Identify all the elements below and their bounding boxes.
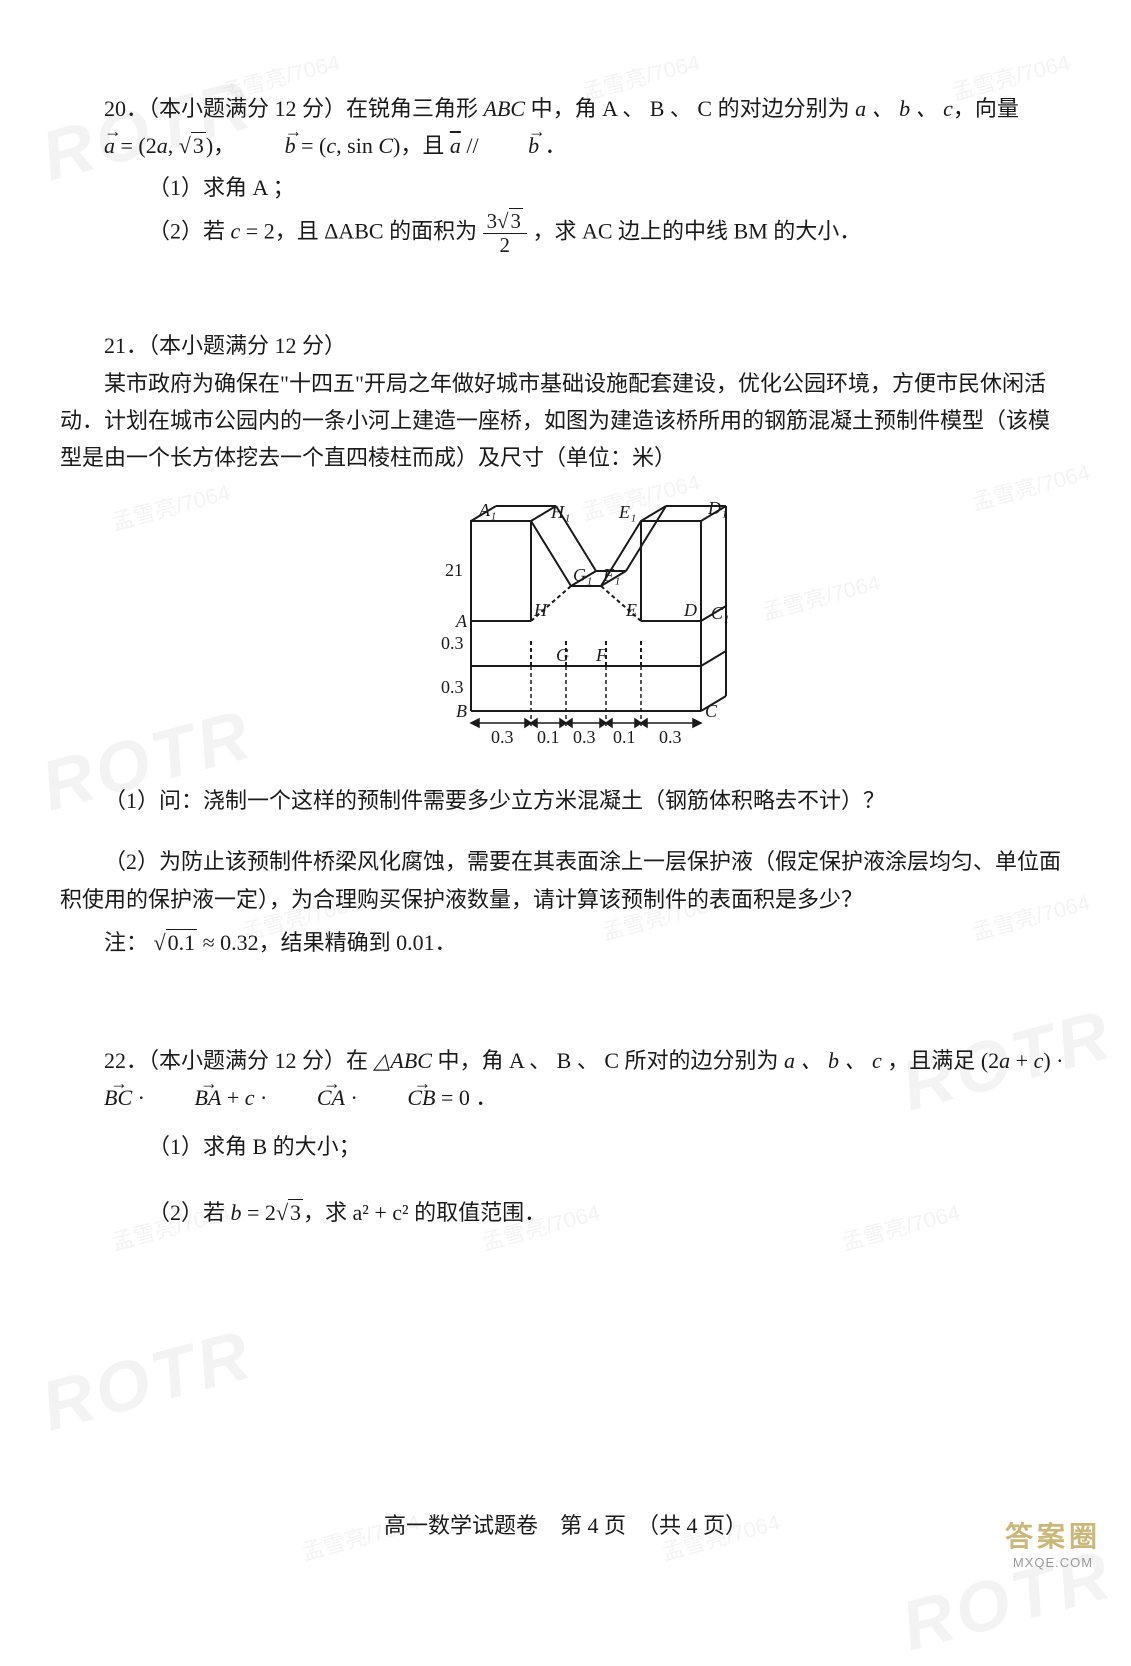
svg-text:H₁: H₁ — [550, 502, 570, 522]
p20-part1: （1）求角 A ； — [148, 169, 1071, 206]
svg-text:A₁: A₁ — [478, 500, 496, 520]
p21-note-end: ，结果精确到 0.01． — [259, 930, 457, 955]
svg-text:G: G — [556, 645, 569, 665]
svg-text:D₁: D₁ — [707, 498, 727, 518]
p21-part1: （1）问：浇制一个这样的预制件需要多少立方米混凝土（钢筋体积略去不计）？ — [60, 782, 1071, 819]
p20-fraction: 33 2 — [483, 210, 527, 257]
p21-header: 21．（本小题满分 12 分） — [60, 327, 1071, 364]
p20-part2-mid: ，且 ΔABC 的面积为 — [275, 219, 483, 244]
p20-part2-pre: （2）若 — [148, 219, 231, 244]
p22-part2-pre: （2）若 — [148, 1200, 231, 1225]
corner-logo: 答案圈 MXQE.COM — [1005, 1515, 1101, 1570]
svg-text:21: 21 — [445, 560, 463, 580]
p22-sides: a 、 b 、 c — [784, 1048, 887, 1073]
problem-22: 22．（本小题满分 12 分）在 △ABC 中，角 A 、 B 、 C 所对的边… — [60, 1042, 1071, 1232]
svg-text:0.3: 0.3 — [441, 633, 464, 653]
svg-text:B: B — [456, 701, 467, 721]
svg-text:0.3: 0.3 — [573, 727, 596, 747]
p22-and: ，且满足 — [887, 1048, 981, 1073]
svg-text:H: H — [533, 600, 548, 620]
p22-part2: （2）若 b = 23，求 a² + c² 的取值范围． — [148, 1194, 1071, 1231]
p22-stem: 22．（本小题满分 12 分）在 △ABC 中，角 A 、 B 、 C 所对的边… — [60, 1042, 1071, 1117]
svg-text:G₁: G₁ — [573, 565, 592, 585]
svg-text:D: D — [683, 600, 697, 620]
problem-20-stem: 20．（本小题满分 12 分）在锐角三角形 ABC 中，角 A 、 B 、 C … — [60, 90, 1071, 165]
p21-note: 注： 0.1 ≈ 0.32，结果精确到 0.01． — [60, 924, 1071, 961]
prism-diagram: A₁ H₁ E₁ D₁ G₁ F₁ A H E D C₁ G F B C 21 — [401, 491, 731, 751]
p21-part2: （2）为防止该预制件桥梁风化腐蚀，需要在其表面涂上一层保护液（假定保护液涂层均匀… — [60, 843, 1071, 918]
p20-part2-end: ，求 AC 边上的中线 BM 的大小． — [532, 219, 861, 244]
p21-figure: A₁ H₁ E₁ D₁ G₁ F₁ A H E D C₁ G F B C 21 — [60, 491, 1071, 762]
p22-part2-end: ，求 a² + c² 的取值范围． — [303, 1200, 546, 1225]
p22-part1: （1）求角 B 的大小； — [148, 1128, 1071, 1165]
svg-text:E₁: E₁ — [618, 502, 636, 522]
problem-21: 21．（本小题满分 12 分） 某市政府为确保在"十四五"开局之年做好城市基础设… — [60, 327, 1071, 962]
svg-text:0.3: 0.3 — [441, 677, 464, 697]
svg-text:E: E — [625, 600, 637, 620]
svg-text:C₁: C₁ — [711, 603, 729, 623]
corner-logo-en: MXQE.COM — [1005, 1555, 1101, 1570]
svg-text:A: A — [455, 611, 468, 631]
svg-text:0.1: 0.1 — [537, 727, 560, 747]
svg-text:F₁: F₁ — [602, 565, 620, 585]
svg-text:0.1: 0.1 — [613, 727, 636, 747]
p20-mid1: 中，角 A 、 B 、 C 的对边分别为 — [525, 96, 855, 121]
svg-text:0.3: 0.3 — [491, 727, 514, 747]
p20-part2: （2）若 c = 2，且 ΔABC 的面积为 33 2 ，求 AC 边上的中线 … — [148, 210, 1071, 257]
p22-mid: 中，角 A 、 B 、 C 所对的边分别为 — [432, 1048, 784, 1073]
svg-text:0.3: 0.3 — [659, 727, 682, 747]
corner-logo-cn: 答案圈 — [1005, 1515, 1101, 1555]
p20-sides: a 、 b 、 c — [855, 96, 953, 121]
p21-note-pre: 注： — [104, 930, 148, 955]
problem-20: 20．（本小题满分 12 分）在锐角三角形 ABC 中，角 A 、 B 、 C … — [60, 90, 1071, 257]
exam-page: 20．（本小题满分 12 分）在锐角三角形 ABC 中，角 A 、 B 、 C … — [0, 0, 1131, 1339]
p21-body: 某市政府为确保在"十四五"开局之年做好城市基础设施配套建设，优化公园环境，方便市… — [60, 365, 1071, 477]
svg-text:F: F — [595, 645, 608, 665]
svg-text:C: C — [705, 701, 718, 721]
p20-vec-word: ，向量 — [953, 96, 1019, 121]
page-footer: 高一数学试题卷 第 4 页 （共 4 页） — [0, 1508, 1131, 1540]
